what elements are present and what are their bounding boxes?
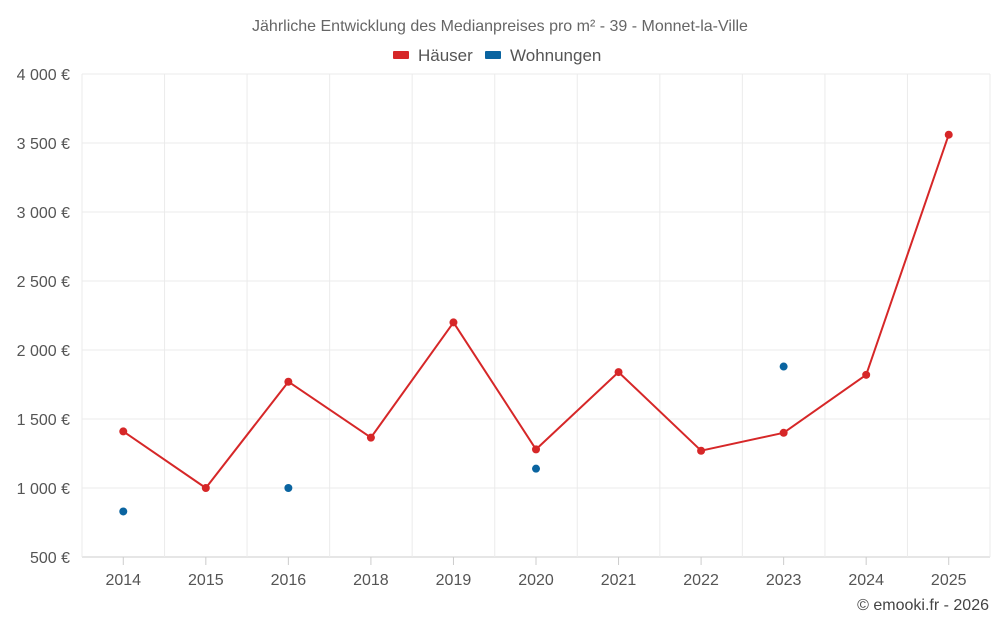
y-tick-label: 2 000 € bbox=[17, 343, 70, 360]
x-tick-label: 2025 bbox=[931, 572, 967, 589]
y-tick-label: 2 500 € bbox=[17, 274, 70, 291]
x-tick-label: 2015 bbox=[188, 572, 224, 589]
chart-title: Jährliche Entwicklung des Medianpreises … bbox=[252, 18, 748, 35]
data-point-haeuser[interactable] bbox=[614, 368, 623, 377]
data-point-haeuser[interactable] bbox=[119, 427, 128, 436]
legend-label-haeuser: Häuser bbox=[418, 46, 473, 65]
x-axis: 2014 2015 2016 2018 2019 2020 2021 2022 2023 2024… bbox=[105, 572, 966, 589]
data-point-haeuser[interactable] bbox=[944, 130, 953, 139]
x-tick-label: 2014 bbox=[105, 572, 141, 589]
y-tick-label: 1 000 € bbox=[17, 481, 70, 498]
data-point-haeuser[interactable] bbox=[201, 484, 210, 492]
data-point-haeuser[interactable] bbox=[862, 370, 871, 379]
x-tick-label: 2019 bbox=[436, 572, 472, 589]
data-point-wohnungen[interactable] bbox=[532, 464, 540, 473]
legend-label-wohnungen: Wohnungen bbox=[510, 46, 601, 65]
data-point-haeuser[interactable] bbox=[779, 428, 788, 437]
series-layer bbox=[119, 130, 953, 516]
x-tick-label: 2022 bbox=[683, 572, 719, 589]
y-tick-label: 3 500 € bbox=[17, 136, 70, 153]
data-point-haeuser[interactable] bbox=[449, 318, 458, 327]
x-tick-label: 2020 bbox=[518, 572, 554, 589]
credit: © emooki.fr - 2026 bbox=[857, 597, 989, 614]
x-tick-label: 2018 bbox=[353, 572, 389, 589]
x-tick-label: 2016 bbox=[271, 572, 307, 589]
legend: Häuser Wohnungen bbox=[393, 46, 601, 65]
x-tick-label: 2023 bbox=[766, 572, 802, 589]
data-point-wohnungen[interactable] bbox=[119, 507, 128, 516]
data-point-haeuser[interactable] bbox=[284, 377, 293, 386]
x-tick-label: 2021 bbox=[601, 572, 637, 589]
legend-item-haeuser[interactable]: Häuser bbox=[393, 46, 473, 65]
legend-swatch-haeuser bbox=[393, 51, 409, 59]
data-point-haeuser[interactable] bbox=[532, 445, 540, 454]
y-tick-label: 500 € bbox=[30, 550, 70, 567]
y-tick-label: 4 000 € bbox=[17, 67, 70, 84]
data-point-haeuser[interactable] bbox=[366, 433, 375, 442]
y-tick-label: 3 000 € bbox=[17, 205, 70, 222]
data-point-haeuser[interactable] bbox=[697, 446, 706, 455]
data-point-wohnungen[interactable] bbox=[779, 362, 788, 371]
y-tick-label: 1 500 € bbox=[17, 412, 70, 429]
legend-item-wohnungen[interactable]: Wohnungen bbox=[485, 46, 601, 65]
data-point-wohnungen[interactable] bbox=[284, 484, 293, 492]
grid bbox=[81, 73, 991, 565]
legend-swatch-wohnungen bbox=[485, 51, 501, 59]
y-axis: 500 € 1 000 € 1 500 € 2 000 € 2 500 € 3 000 €… bbox=[17, 67, 70, 567]
x-tick-label: 2024 bbox=[848, 572, 884, 589]
